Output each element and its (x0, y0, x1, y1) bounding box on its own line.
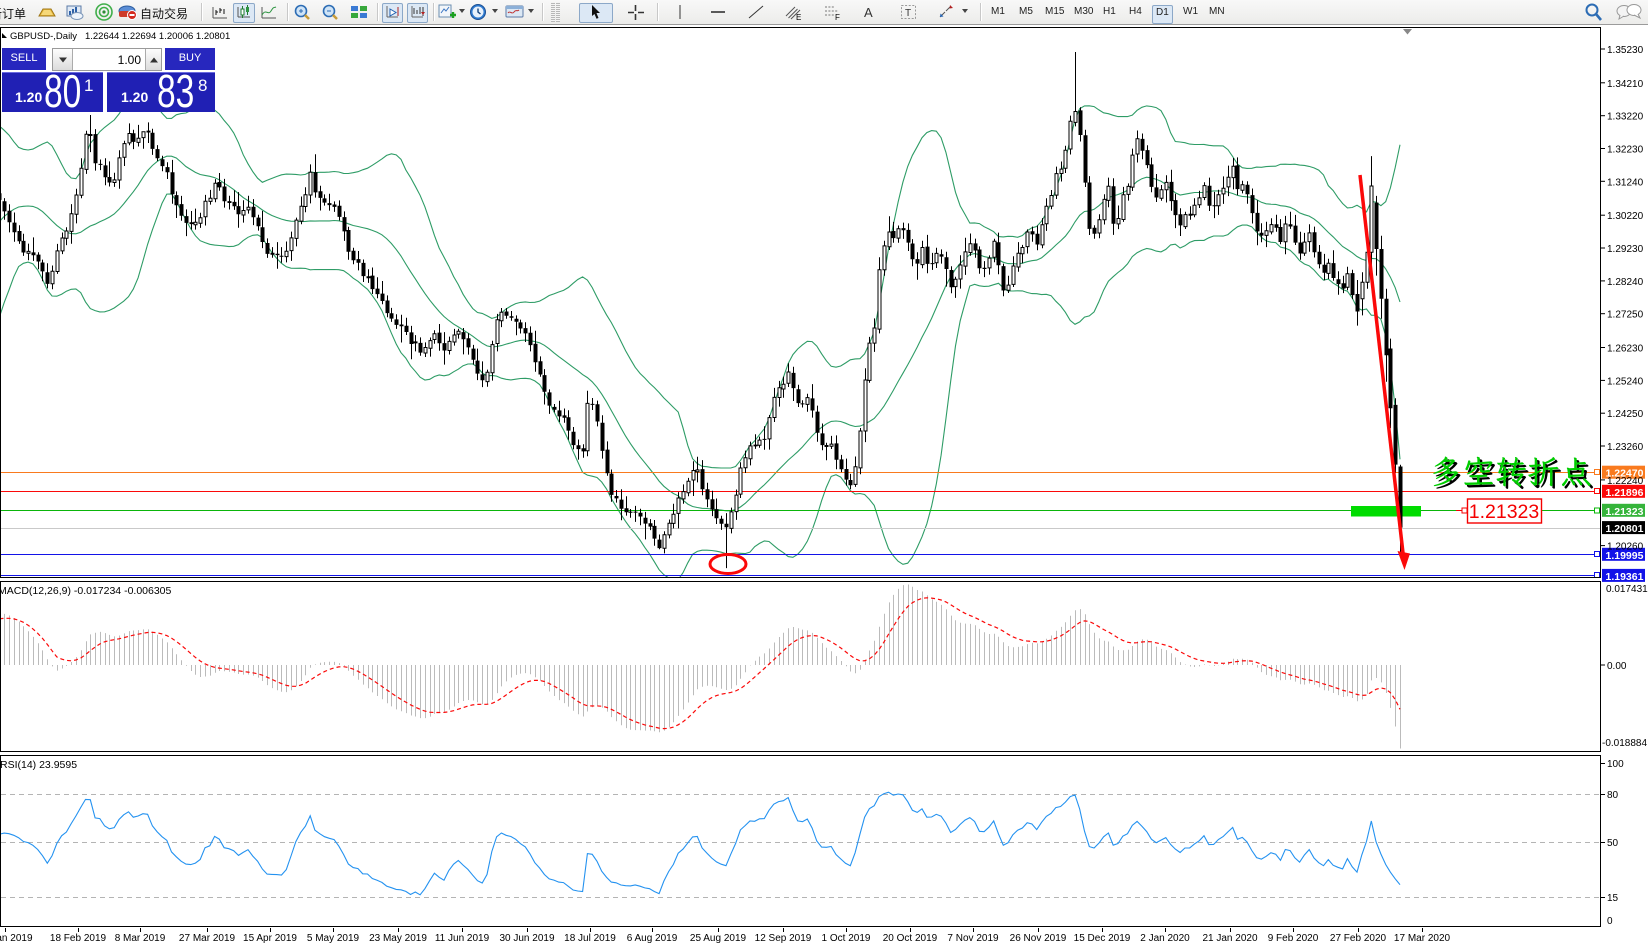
svg-text:1.34210: 1.34210 (1607, 79, 1644, 90)
svg-text:1.32230: 1.32230 (1607, 145, 1644, 156)
svg-text:5 May 2019: 5 May 2019 (307, 933, 360, 944)
svg-text:1 Oct 2019: 1 Oct 2019 (822, 933, 871, 944)
svg-text:1.21323: 1.21323 (1469, 501, 1540, 523)
svg-text:15: 15 (1607, 893, 1619, 904)
svg-text:30 Jan 2019: 30 Jan 2019 (0, 933, 33, 944)
svg-text:8 Mar 2019: 8 Mar 2019 (115, 933, 166, 944)
svg-text:1.20801: 1.20801 (1606, 523, 1644, 535)
svg-text:1.22240: 1.22240 (1607, 476, 1644, 487)
svg-text:T: T (905, 8, 911, 19)
svg-text:23 May 2019: 23 May 2019 (369, 933, 427, 944)
svg-text:0.00: 0.00 (1607, 661, 1627, 672)
svg-text:1.35230: 1.35230 (1607, 45, 1644, 56)
svg-text:1.30220: 1.30220 (1607, 211, 1644, 222)
svg-text:1.27250: 1.27250 (1607, 310, 1644, 321)
svg-text:80: 80 (1607, 790, 1619, 801)
svg-text:9 Feb 2020: 9 Feb 2020 (1268, 933, 1319, 944)
svg-text:1.23260: 1.23260 (1607, 442, 1644, 453)
svg-text:6 Aug 2019: 6 Aug 2019 (627, 933, 678, 944)
svg-text:25 Aug 2019: 25 Aug 2019 (690, 933, 747, 944)
svg-text:1.28240: 1.28240 (1607, 277, 1644, 288)
svg-text:1.24250: 1.24250 (1607, 409, 1644, 420)
svg-text:100: 100 (1607, 759, 1624, 770)
svg-text:15 Apr 2019: 15 Apr 2019 (243, 933, 297, 944)
svg-text:2 Jan 2020: 2 Jan 2020 (1140, 933, 1190, 944)
svg-text:MACD(12,26,9) -0.017234 -0.006: MACD(12,26,9) -0.017234 -0.006305 (0, 585, 172, 597)
svg-text:0.017431: 0.017431 (1606, 584, 1648, 595)
svg-text:1.22470: 1.22470 (1606, 468, 1644, 480)
svg-text:17 Mar 2020: 17 Mar 2020 (1394, 933, 1451, 944)
svg-text:1.20260: 1.20260 (1607, 542, 1644, 553)
svg-text:27 Feb 2020: 27 Feb 2020 (1330, 933, 1387, 944)
svg-text:7 Nov 2019: 7 Nov 2019 (947, 933, 999, 944)
svg-text:1.21323: 1.21323 (1606, 506, 1644, 518)
svg-text:1.33220: 1.33220 (1607, 112, 1644, 123)
svg-text:1.21896: 1.21896 (1606, 487, 1644, 499)
svg-text:E: E (796, 13, 801, 21)
svg-text:1.19995: 1.19995 (1606, 550, 1644, 562)
svg-text:18 Feb 2019: 18 Feb 2019 (50, 933, 107, 944)
svg-text:1.31240: 1.31240 (1607, 177, 1644, 188)
svg-text:30 Jun 2019: 30 Jun 2019 (499, 933, 554, 944)
svg-text:11 Jun 2019: 11 Jun 2019 (435, 933, 490, 944)
svg-text:20 Oct 2019: 20 Oct 2019 (883, 933, 938, 944)
svg-text:12 Sep 2019: 12 Sep 2019 (755, 933, 812, 944)
svg-text:1.26230: 1.26230 (1607, 344, 1644, 355)
svg-text:15 Dec 2019: 15 Dec 2019 (1074, 933, 1131, 944)
svg-text:-0.018884: -0.018884 (1602, 738, 1647, 749)
svg-text:50: 50 (1607, 838, 1619, 849)
svg-text:1.29230: 1.29230 (1607, 244, 1644, 255)
svg-text:1.25240: 1.25240 (1607, 376, 1644, 387)
svg-text:27 Mar 2019: 27 Mar 2019 (179, 933, 236, 944)
svg-text:RSI(14) 23.9595: RSI(14) 23.9595 (0, 759, 77, 771)
svg-text:18 Jul 2019: 18 Jul 2019 (564, 933, 616, 944)
svg-text:26 Nov 2019: 26 Nov 2019 (1010, 933, 1067, 944)
svg-text:1.19361: 1.19361 (1606, 571, 1644, 583)
svg-text:F: F (835, 13, 840, 21)
svg-text:21 Jan 2020: 21 Jan 2020 (1202, 933, 1257, 944)
svg-text:0: 0 (1607, 916, 1613, 927)
